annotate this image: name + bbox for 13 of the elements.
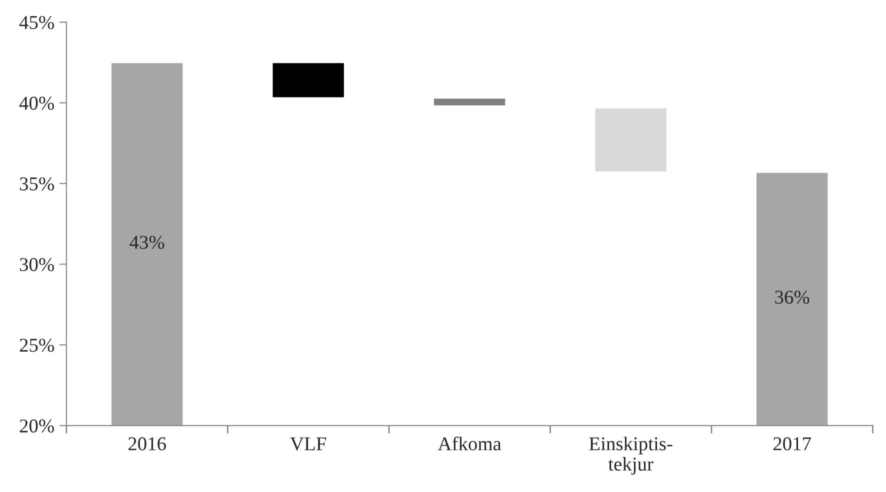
x-tick-label: 2017 [773,437,811,450]
x-tick-label: VLF [290,437,326,450]
x-tick-label: Einskiptis- tekjur [589,436,672,475]
x-tick-label: 2016 [128,437,166,450]
data-label: 36% [775,290,810,304]
y-tick-label: 40% [19,96,54,110]
data-label: 43% [130,236,164,249]
y-tick-label: 45% [19,16,54,30]
y-tick-label: 30% [20,258,54,272]
y-tick-label: 35% [20,177,54,191]
y-tick-label: 25% [20,338,54,352]
x-tick-label: Afkoma [438,436,502,450]
y-tick-label: 20% [20,419,54,433]
